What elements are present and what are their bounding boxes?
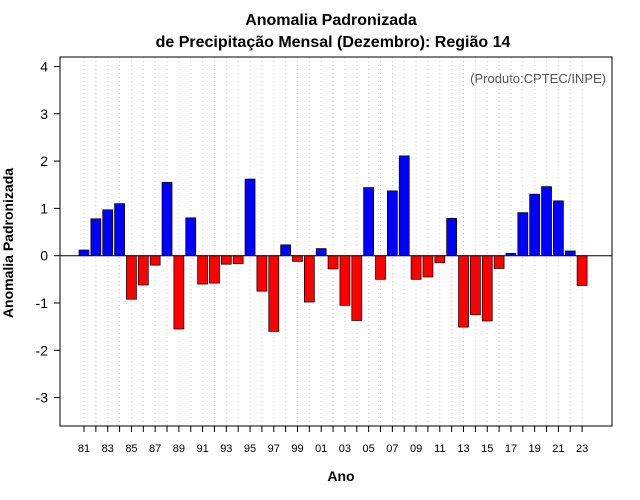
bar-15 bbox=[481, 255, 493, 322]
y-tick-label-0: 0 bbox=[40, 248, 48, 264]
bar-08 bbox=[398, 155, 410, 257]
bar-20 bbox=[541, 186, 552, 257]
x-tick-label-81: 81 bbox=[78, 443, 90, 455]
bar-04 bbox=[351, 255, 363, 321]
bar-19 bbox=[529, 193, 541, 257]
bars bbox=[78, 155, 588, 332]
bar-05 bbox=[363, 187, 374, 257]
x-tick-label-01: 01 bbox=[315, 443, 327, 455]
x-tick-label-13: 13 bbox=[457, 443, 469, 455]
bar-02 bbox=[327, 255, 339, 270]
bar-89 bbox=[173, 255, 185, 330]
bar-10 bbox=[422, 255, 434, 278]
chart-title-line1: Anomalia Padronizada bbox=[245, 12, 417, 29]
bar-99 bbox=[292, 255, 303, 262]
x-tick-label-89: 89 bbox=[173, 443, 185, 455]
x-tick-label-17: 17 bbox=[505, 443, 517, 455]
chart-credit: (Produto:CPTEC/INPE) bbox=[470, 71, 606, 86]
bar-83 bbox=[102, 209, 114, 257]
y-tick-label--3: -3 bbox=[36, 390, 49, 406]
bar-07 bbox=[387, 190, 398, 257]
x-tick-label-85: 85 bbox=[125, 443, 137, 455]
bar-22 bbox=[564, 250, 576, 257]
bar-00 bbox=[303, 255, 315, 303]
bar-09 bbox=[410, 255, 422, 280]
x-tick-label-95: 95 bbox=[244, 443, 256, 455]
bar-92 bbox=[209, 255, 220, 284]
x-tick-label-99: 99 bbox=[291, 443, 303, 455]
bar-21 bbox=[553, 200, 564, 257]
x-tick-label-87: 87 bbox=[149, 443, 161, 455]
grid-lines bbox=[83, 57, 583, 426]
y-tick-label--2: -2 bbox=[36, 342, 49, 358]
y-axis-label: Anomalia Padronizada bbox=[0, 168, 16, 318]
bar-23 bbox=[576, 255, 588, 286]
bar-95 bbox=[244, 178, 256, 257]
y-tick-label-4: 4 bbox=[40, 58, 48, 74]
bar-88 bbox=[161, 182, 173, 257]
bar-18 bbox=[517, 212, 529, 257]
x-tick-label-05: 05 bbox=[363, 443, 375, 455]
x-tick-label-93: 93 bbox=[220, 443, 232, 455]
bar-90 bbox=[185, 217, 197, 257]
bar-03 bbox=[339, 255, 351, 306]
bar-94 bbox=[232, 255, 244, 265]
bar-87 bbox=[149, 255, 161, 266]
x-tick-label-15: 15 bbox=[481, 443, 493, 455]
x-tick-label-23: 23 bbox=[576, 443, 588, 455]
bar-12 bbox=[446, 217, 458, 257]
bar-96 bbox=[256, 255, 268, 292]
y-tick-label-1: 1 bbox=[40, 200, 48, 216]
bar-82 bbox=[90, 218, 102, 257]
bar-81 bbox=[78, 249, 90, 257]
bar-14 bbox=[470, 255, 481, 316]
x-tick-label-21: 21 bbox=[552, 443, 564, 455]
bar-91 bbox=[197, 255, 208, 285]
bar-16 bbox=[493, 255, 505, 269]
chart-title-line2: de Precipitação Mensal (Dezembro): Regiã… bbox=[156, 34, 511, 51]
x-axis-label: Ano bbox=[327, 468, 354, 484]
x-tick-label-97: 97 bbox=[268, 443, 280, 455]
bar-98 bbox=[280, 244, 291, 257]
x-tick-label-19: 19 bbox=[529, 443, 541, 455]
x-tick-label-83: 83 bbox=[102, 443, 114, 455]
bar-84 bbox=[114, 203, 125, 257]
bar-93 bbox=[220, 255, 232, 265]
bar-97 bbox=[268, 255, 280, 332]
bar-11 bbox=[434, 255, 446, 264]
x-tick-label-11: 11 bbox=[434, 443, 445, 455]
bar-13 bbox=[458, 255, 469, 328]
bar-85 bbox=[126, 255, 137, 300]
y-tick-label-3: 3 bbox=[40, 106, 48, 122]
bar-86 bbox=[137, 255, 149, 286]
x-tick-label-91: 91 bbox=[196, 443, 208, 455]
bar-01 bbox=[315, 248, 327, 257]
plot-frame bbox=[59, 56, 613, 427]
x-tick-label-03: 03 bbox=[339, 443, 351, 455]
y-tick-label-2: 2 bbox=[40, 153, 48, 169]
x-tick-label-09: 09 bbox=[410, 443, 422, 455]
x-tick-label-07: 07 bbox=[386, 443, 398, 455]
y-tick-label--1: -1 bbox=[36, 295, 49, 311]
bar-06 bbox=[375, 255, 386, 280]
